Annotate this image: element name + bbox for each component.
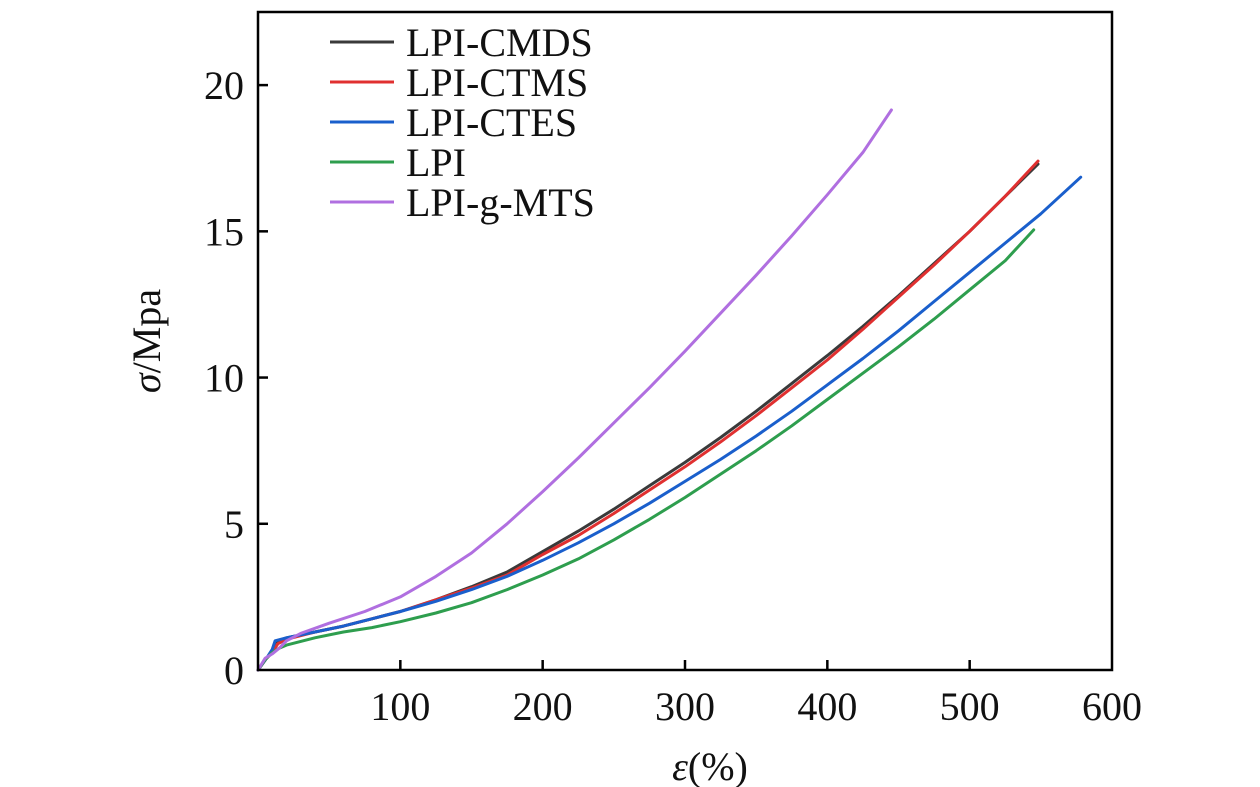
x-tick-label: 200 xyxy=(513,684,573,729)
series-line-lpi-ctms xyxy=(256,159,1040,672)
series-line-lpi-ctes xyxy=(256,175,1083,672)
y-tick-label: 10 xyxy=(204,356,244,401)
axis-ticks: 100 200 300 400 500 600 0 5 10 15 20 xyxy=(204,63,1142,729)
legend-label-lpi-cmds: LPI-CMDS xyxy=(406,20,593,65)
y-tick-label: 15 xyxy=(204,209,244,254)
legend-label-lpi-ctms: LPI-CTMS xyxy=(406,60,588,105)
x-axis-title: ε(%) xyxy=(672,744,748,787)
series-line-lpi-cmds xyxy=(256,162,1040,672)
x-tick-label: 600 xyxy=(1082,684,1142,729)
x-tick-label: 500 xyxy=(940,684,1000,729)
y-axis-title: σ/Mpa xyxy=(124,289,169,393)
series-line-lpi xyxy=(256,228,1036,672)
legend-label-lpi-g-mts: LPI-g-MTS xyxy=(406,180,595,225)
series-lines xyxy=(256,108,1083,672)
legend-label-lpi-ctes: LPI-CTES xyxy=(406,100,577,145)
x-tick-label: 100 xyxy=(370,684,430,729)
series-line-lpi-g-mts xyxy=(256,108,893,672)
plot-frame xyxy=(256,10,1114,672)
y-tick-label: 5 xyxy=(224,502,244,547)
x-tick-label: 400 xyxy=(797,684,857,729)
x-tick-label: 300 xyxy=(655,684,715,729)
legend-label-lpi: LPI xyxy=(406,140,466,185)
y-tick-label: 20 xyxy=(204,63,244,108)
y-tick-label: 0 xyxy=(224,648,244,693)
